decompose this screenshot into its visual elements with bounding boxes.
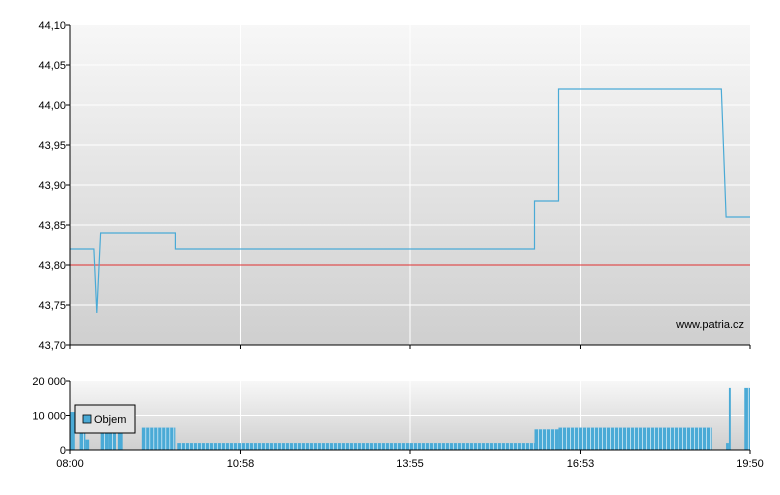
watermark: www.patria.cz — [675, 319, 744, 331]
volume-bar — [79, 425, 86, 450]
price-panel: 44,10 44,05 44,00 43,95 43,90 43,85 43,80 43,75… — [38, 20, 751, 352]
volume-bar — [177, 443, 535, 450]
price-y-tick-label: 44,10 — [38, 20, 66, 32]
price-y-tick-label: 43,75 — [38, 300, 66, 312]
price-y-tick-label: 44,05 — [38, 60, 66, 72]
volume-bar — [558, 427, 712, 450]
volume-bar — [85, 439, 90, 450]
price-y-tick-label: 43,80 — [38, 260, 66, 272]
price-y-tick-label: 43,95 — [38, 140, 66, 152]
x-tick-label: 19:50 — [736, 458, 764, 470]
price-line — [70, 88, 750, 314]
x-tick-label: 16:53 — [567, 458, 595, 470]
price-y-tick-label: 43,90 — [38, 180, 66, 192]
price-y-tick-label: 44,00 — [38, 100, 66, 112]
x-tick-label: 08:00 — [56, 458, 84, 470]
volume-bar — [726, 443, 729, 450]
volume-y-tick-label: 0 — [60, 445, 66, 457]
legend-swatch — [82, 414, 92, 424]
x-tick-label: 13:55 — [396, 458, 424, 470]
volume-bar — [728, 387, 731, 450]
volume-y-tick-label: 10 000 — [32, 411, 66, 423]
legend-label: Objem — [94, 414, 126, 426]
volume-bar — [70, 412, 75, 450]
volume-panel: 20 000 10 000 008:00 10:58 13:55 16:53 19:50 Ob… — [32, 376, 763, 470]
volume-bar — [744, 387, 750, 450]
price-y-tick-label: 43,70 — [38, 340, 66, 352]
volume-bar — [141, 427, 176, 450]
price-y-tick-label: 43,85 — [38, 220, 66, 232]
volume-y-tick-label: 20 000 — [32, 376, 66, 388]
x-tick-label: 10:58 — [227, 458, 255, 470]
